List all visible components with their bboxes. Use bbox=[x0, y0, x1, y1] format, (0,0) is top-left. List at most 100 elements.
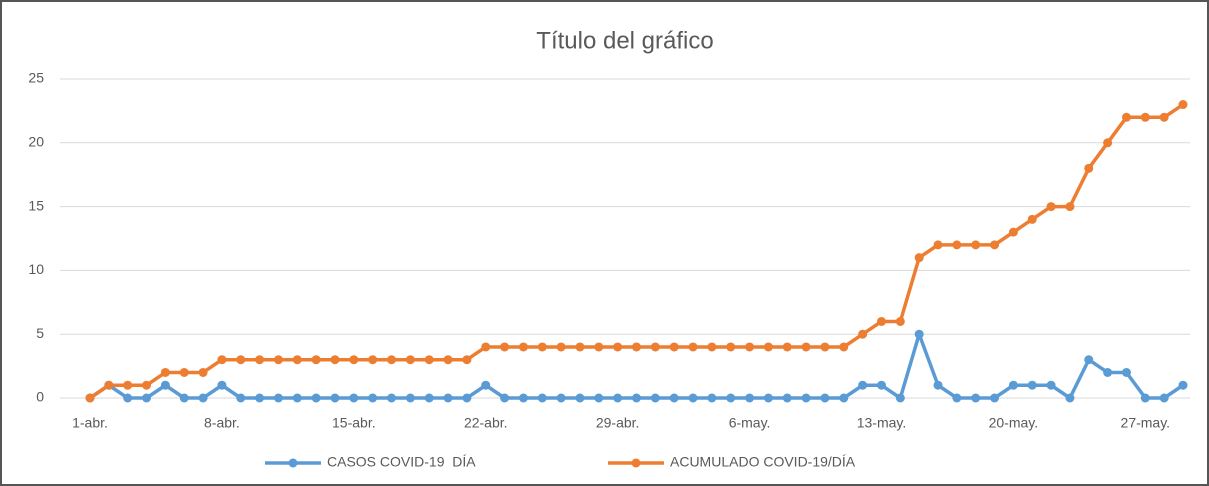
point bbox=[575, 393, 585, 403]
point bbox=[292, 393, 302, 403]
point bbox=[820, 393, 830, 403]
point bbox=[198, 367, 208, 377]
point bbox=[556, 393, 566, 403]
point bbox=[255, 393, 265, 403]
point bbox=[85, 393, 95, 403]
point bbox=[669, 393, 679, 403]
point bbox=[1140, 112, 1150, 122]
point bbox=[1046, 202, 1056, 212]
point bbox=[971, 393, 981, 403]
point bbox=[820, 342, 830, 352]
point bbox=[1027, 214, 1037, 224]
point bbox=[1121, 112, 1131, 122]
point bbox=[1159, 112, 1169, 122]
point bbox=[1084, 163, 1094, 173]
point bbox=[518, 342, 528, 352]
point bbox=[236, 393, 246, 403]
point bbox=[217, 355, 227, 365]
point bbox=[933, 380, 943, 390]
point bbox=[971, 240, 981, 250]
point bbox=[255, 355, 265, 365]
point bbox=[462, 393, 472, 403]
y-tick-label: 15 bbox=[28, 197, 44, 213]
point bbox=[104, 380, 114, 390]
point bbox=[594, 393, 604, 403]
point bbox=[1140, 393, 1150, 403]
y-tick-label: 25 bbox=[28, 70, 44, 86]
point bbox=[1065, 393, 1075, 403]
point bbox=[481, 380, 491, 390]
x-tick-label: 1-abr. bbox=[72, 415, 108, 431]
point bbox=[575, 342, 585, 352]
point bbox=[745, 342, 755, 352]
point bbox=[217, 380, 227, 390]
point bbox=[123, 380, 133, 390]
point bbox=[632, 393, 641, 403]
point bbox=[292, 355, 302, 365]
point bbox=[273, 355, 283, 365]
x-tick-label: 6-may. bbox=[729, 415, 771, 431]
point bbox=[198, 393, 208, 403]
point bbox=[1178, 100, 1188, 110]
point bbox=[273, 393, 283, 403]
point bbox=[1008, 227, 1018, 237]
x-tick-label: 13-may. bbox=[857, 415, 907, 431]
point bbox=[330, 355, 340, 365]
legend-label: CASOS COVID-19 DÍA bbox=[327, 454, 476, 470]
point bbox=[443, 393, 453, 403]
point bbox=[1178, 380, 1188, 390]
point bbox=[1103, 367, 1113, 377]
point bbox=[481, 342, 491, 352]
point bbox=[839, 393, 849, 403]
point bbox=[368, 355, 378, 365]
point bbox=[839, 342, 849, 352]
x-tick-label: 20-may. bbox=[989, 415, 1039, 431]
point bbox=[688, 342, 698, 352]
x-tick-label: 15-abr. bbox=[332, 415, 376, 431]
point bbox=[123, 393, 133, 403]
legend-label: ACUMULADO COVID-19/DÍA bbox=[670, 454, 856, 470]
point bbox=[1046, 380, 1056, 390]
point bbox=[858, 380, 868, 390]
point bbox=[405, 355, 415, 365]
point bbox=[688, 393, 698, 403]
point bbox=[782, 342, 792, 352]
point bbox=[518, 393, 528, 403]
x-tick-label: 29-abr. bbox=[596, 415, 640, 431]
point bbox=[763, 342, 773, 352]
point bbox=[236, 355, 246, 365]
point bbox=[933, 240, 943, 250]
point bbox=[914, 253, 924, 263]
point bbox=[142, 393, 152, 403]
point bbox=[895, 393, 905, 403]
point bbox=[160, 367, 170, 377]
point bbox=[650, 393, 660, 403]
point bbox=[1121, 367, 1131, 377]
chart-title: Título del gráfico bbox=[536, 27, 713, 54]
point bbox=[990, 240, 1000, 250]
point bbox=[914, 329, 924, 339]
point bbox=[424, 355, 434, 365]
point bbox=[1027, 380, 1037, 390]
point bbox=[858, 329, 868, 339]
point bbox=[707, 393, 717, 403]
legend-marker bbox=[631, 458, 641, 468]
x-tick-label: 27-may. bbox=[1121, 415, 1171, 431]
point bbox=[556, 342, 566, 352]
point bbox=[160, 380, 170, 390]
point bbox=[745, 393, 755, 403]
point bbox=[726, 393, 736, 403]
point bbox=[179, 367, 189, 377]
point bbox=[142, 380, 152, 390]
point bbox=[330, 393, 340, 403]
y-tick-label: 10 bbox=[28, 261, 44, 277]
point bbox=[763, 393, 773, 403]
point bbox=[462, 355, 472, 365]
point bbox=[1008, 380, 1018, 390]
point bbox=[876, 316, 886, 326]
point bbox=[387, 355, 397, 365]
point bbox=[895, 316, 905, 326]
point bbox=[613, 342, 623, 352]
